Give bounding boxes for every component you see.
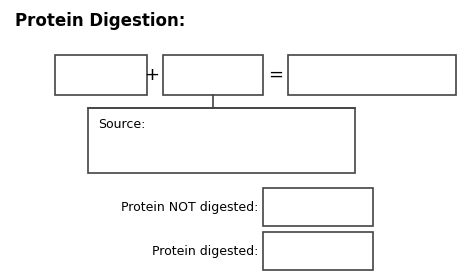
- Bar: [263, 232, 373, 270]
- Text: Source:: Source:: [98, 118, 146, 131]
- Bar: [263, 188, 373, 226]
- Bar: [288, 55, 456, 95]
- Bar: [88, 108, 355, 173]
- Bar: [55, 55, 147, 95]
- Text: Protein Digestion:: Protein Digestion:: [15, 12, 185, 30]
- Text: Protein NOT digested:: Protein NOT digested:: [120, 200, 258, 213]
- Text: +: +: [145, 66, 159, 84]
- Text: =: =: [268, 66, 283, 84]
- Text: Protein digested:: Protein digested:: [152, 244, 258, 257]
- Bar: [163, 55, 263, 95]
